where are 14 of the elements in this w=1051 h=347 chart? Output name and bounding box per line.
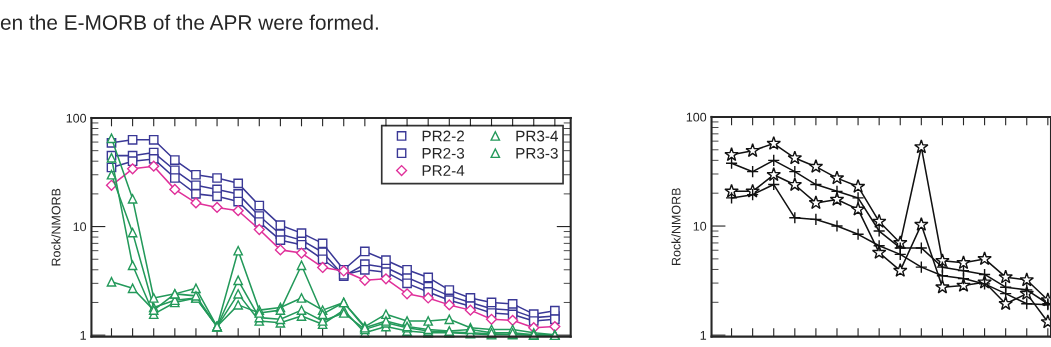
legend-label: PR3-3 <box>516 147 558 159</box>
y-axis-title: Rock/NMORB <box>51 188 61 266</box>
y-tick-label: 1 <box>700 331 707 340</box>
legend-label: PR2-3 <box>422 147 465 159</box>
y-tick-label: 10 <box>73 222 87 232</box>
legend-label: PR2-4 <box>422 165 465 176</box>
y-axis-title: Rock/NMORB <box>671 188 681 265</box>
y-tick-label: 100 <box>66 113 87 123</box>
legend-label: PR3-4 <box>516 130 559 142</box>
text: en the E-MORB of the APR were formed. <box>0 14 378 30</box>
y-tick-label: 10 <box>693 221 707 231</box>
y-tick-label: 1 <box>80 331 86 340</box>
legend-label: PR2-2 <box>422 130 464 142</box>
y-tick-label: 100 <box>686 112 707 122</box>
